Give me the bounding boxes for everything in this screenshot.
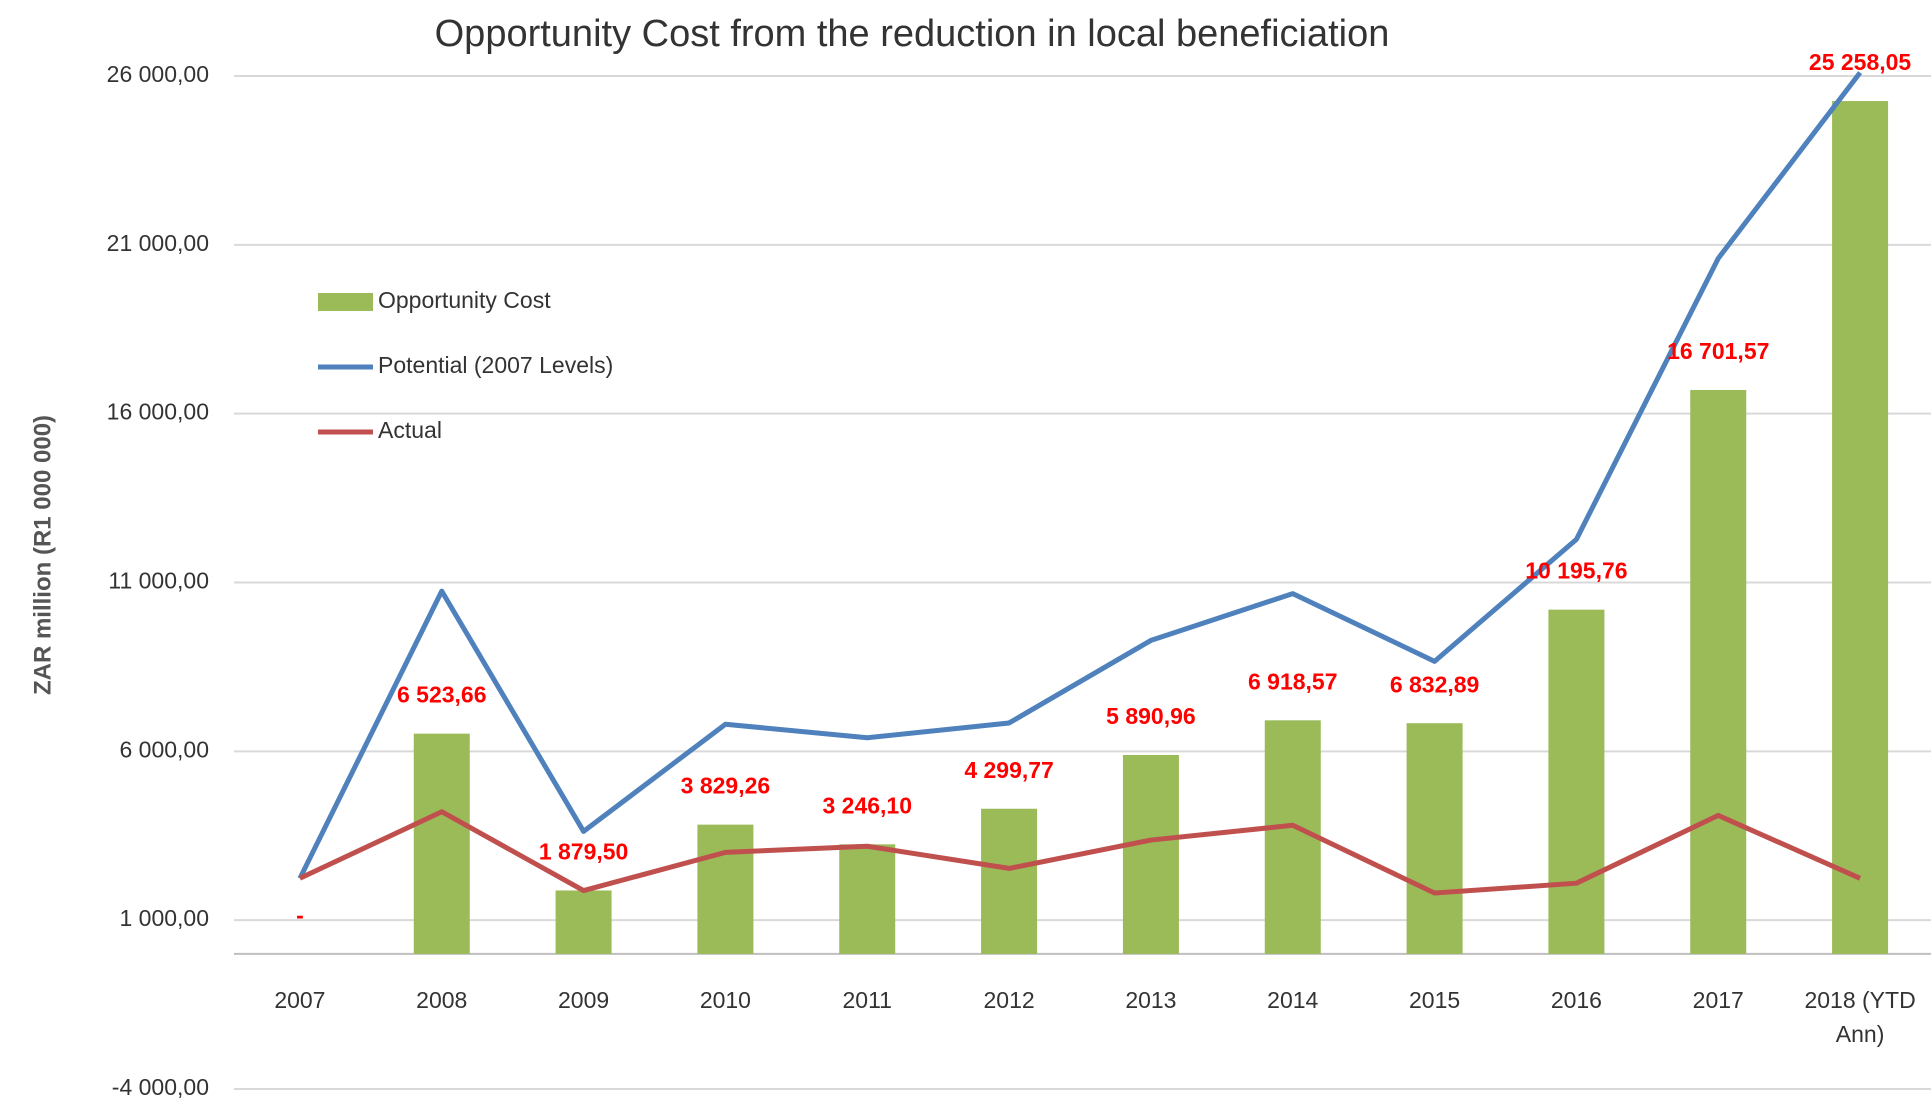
x-tick-label: 2009	[557, 987, 610, 1013]
bar	[1264, 720, 1321, 954]
bar	[697, 824, 754, 954]
y-axis-title: ZAR million (R1 000 000)	[29, 415, 56, 695]
x-tick-label: 2015	[1408, 987, 1461, 1013]
data-label: 3 829,26	[681, 773, 771, 799]
bar	[555, 890, 612, 954]
bar	[1690, 389, 1747, 954]
x-tick-label: 2017	[1692, 987, 1744, 1013]
y-tick-label: -4 000,00	[112, 1074, 209, 1100]
legend-label: Potential (2007 Levels)	[378, 352, 613, 378]
x-tick-label: 2016	[1550, 987, 1602, 1013]
bar	[413, 733, 470, 954]
data-label: 5 890,96	[1106, 703, 1196, 729]
data-label: 6 523,66	[397, 682, 487, 708]
data-label: 10 195,76	[1525, 558, 1627, 584]
chart-title: Opportunity Cost from the reduction in l…	[435, 13, 1390, 55]
bar	[1122, 755, 1179, 954]
legend-label: Opportunity Cost	[378, 287, 551, 313]
bar	[981, 808, 1038, 954]
y-tick-label: 16 000,00	[107, 399, 209, 425]
data-label: 6 918,57	[1248, 668, 1338, 694]
bar	[839, 844, 896, 954]
data-label: 6 832,89	[1390, 671, 1480, 697]
line	[298, 809, 1862, 896]
bar	[1548, 609, 1605, 954]
data-label: 16 701,57	[1667, 338, 1769, 364]
x-tick-label: 2007	[274, 987, 326, 1013]
y-tick-label: 26 000,00	[107, 61, 209, 87]
data-label: 4 299,77	[964, 757, 1054, 783]
data-label: 25 258,05	[1809, 49, 1912, 75]
bar	[1406, 723, 1463, 954]
x-tick-label: 2011	[842, 987, 892, 1013]
data-label: 3 246,10	[822, 792, 912, 818]
data-label: 1 879,50	[539, 839, 629, 865]
legend-swatch	[318, 293, 373, 311]
data-label: -	[296, 902, 304, 928]
y-tick-label: 21 000,00	[107, 230, 209, 256]
y-tick-label: 11 000,00	[108, 568, 209, 594]
x-tick-label: 2010	[699, 987, 751, 1013]
x-tick-label: 2012	[983, 987, 1035, 1013]
legend-label: Actual	[378, 417, 442, 443]
x-tick-label: 2018 (YTD Ann)	[1804, 987, 1916, 1047]
x-tick-label: 2013	[1125, 987, 1177, 1013]
line	[297, 71, 1863, 880]
bar	[1832, 101, 1889, 954]
y-tick-label: 1 000,00	[119, 905, 209, 931]
x-tick-label: 2014	[1267, 987, 1319, 1013]
y-tick-label: 6 000,00	[119, 736, 209, 762]
x-tick-label: 2008	[416, 987, 468, 1013]
